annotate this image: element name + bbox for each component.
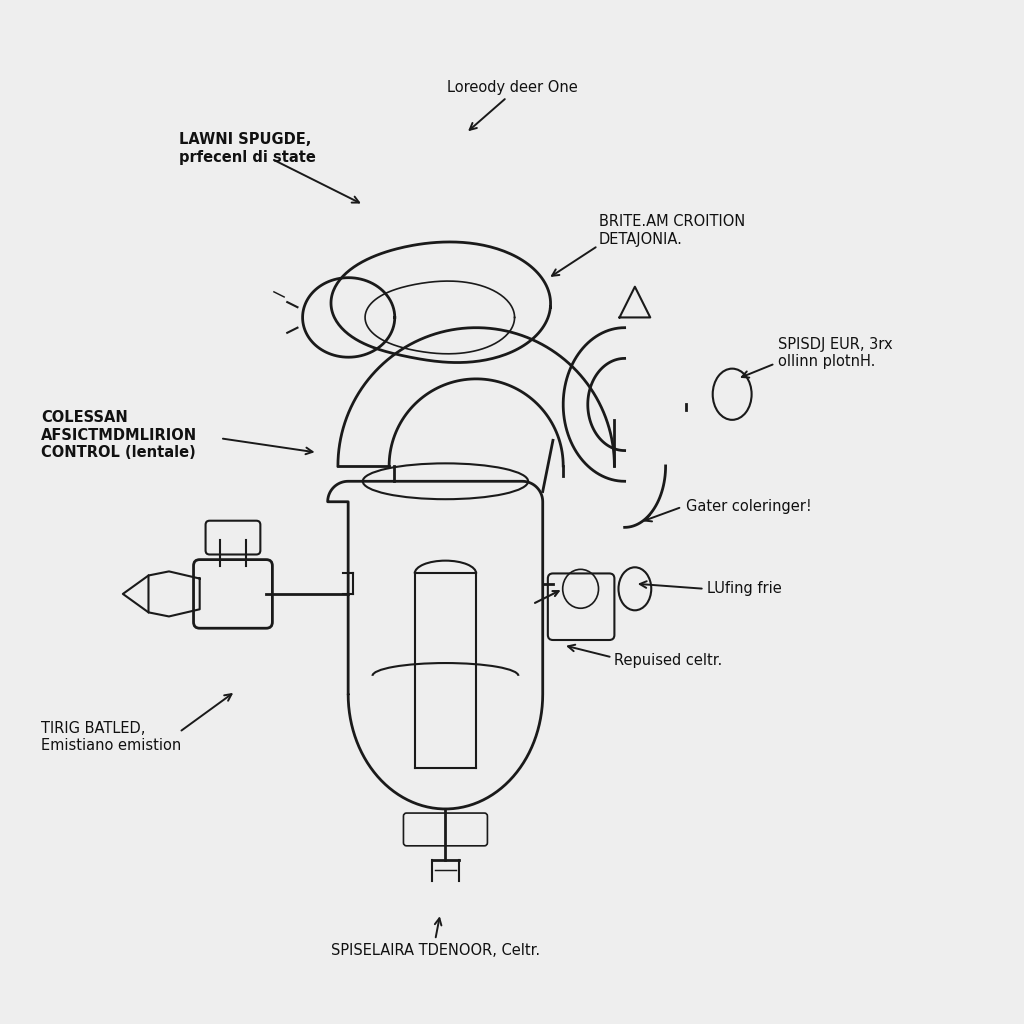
Text: LAWNI SPUGDE,
prfecenl di state: LAWNI SPUGDE, prfecenl di state [179, 132, 316, 165]
Text: SPISELAIRA TDENOOR, Celtr.: SPISELAIRA TDENOOR, Celtr. [331, 943, 540, 957]
Text: SPISDJ EUR, 3rx
ollinn plotnH.: SPISDJ EUR, 3rx ollinn plotnH. [778, 337, 893, 370]
Text: Repuised celtr.: Repuised celtr. [614, 653, 723, 668]
Text: Loreody deer One: Loreody deer One [446, 80, 578, 94]
Text: TIRIG BATLED,
Emistiano emistion: TIRIG BATLED, Emistiano emistion [41, 721, 181, 754]
Text: Gater coleringer!: Gater coleringer! [686, 500, 812, 514]
Text: LUfing frie: LUfing frie [707, 582, 781, 596]
Text: COLESSAN
AFSICTMDMLIRION
CONTROL (lentale): COLESSAN AFSICTMDMLIRION CONTROL (lental… [41, 411, 197, 460]
Text: BRITE.AM CROITION
DETAJONIA.: BRITE.AM CROITION DETAJONIA. [599, 214, 745, 247]
